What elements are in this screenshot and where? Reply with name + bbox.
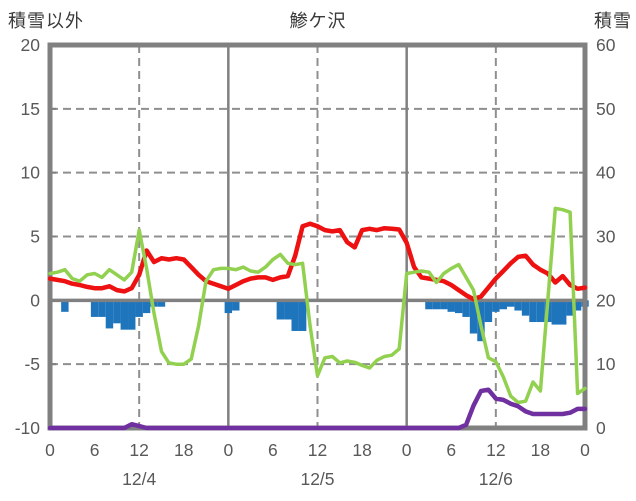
blue-precip-bars-bar [232, 300, 240, 311]
hour-tick-label: 18 [352, 440, 371, 460]
blue-precip-bars-bar [566, 300, 574, 316]
blue-precip-bars-bar [61, 300, 69, 312]
hour-tick-label: 12 [308, 440, 327, 460]
blue-precip-bars-bar [284, 300, 292, 320]
blue-precip-bars-bar [98, 300, 106, 317]
blue-precip-bars-bar [157, 300, 166, 307]
hour-tick-label: 6 [268, 440, 278, 460]
blue-precip-bars-bar [469, 300, 478, 334]
blue-precip-bars-bar [105, 300, 114, 329]
right-axis-tick-label: 50 [596, 99, 616, 119]
hour-tick-label: 0 [223, 440, 233, 460]
blue-precip-bars-bar [573, 300, 582, 311]
blue-precip-bars-bar [425, 300, 433, 310]
right-axis-tick-label: 60 [596, 35, 616, 55]
purple-snow-depth-line [47, 387, 588, 431]
hour-tick-label: 0 [45, 440, 55, 460]
blue-precip-bars-bar [454, 300, 463, 314]
date-label: 12/4 [122, 469, 156, 489]
left-axis-tick-label: 15 [21, 99, 40, 119]
blue-precip-bars-bar [551, 300, 559, 325]
blue-precip-bars-bar [462, 300, 470, 317]
left-axis-tick-label: 5 [30, 227, 40, 247]
blue-precip-bars-bar [298, 300, 307, 331]
left-axis-tick-label: 20 [21, 35, 41, 55]
left-axis-tick-label: 0 [30, 290, 40, 310]
hour-tick-label: 0 [402, 440, 412, 460]
hour-tick-label: 6 [446, 440, 456, 460]
blue-precip-bars-bar [135, 300, 143, 317]
blue-precip-bars-bar [276, 300, 285, 320]
blue-precip-bars-bar [521, 300, 530, 316]
blue-precip-bars-bar [514, 300, 522, 311]
blue-precip-bars-bar [499, 300, 507, 310]
blue-precip-bars-bar [113, 300, 121, 324]
green-line [48, 206, 587, 405]
left-axis-tick-label: -10 [15, 418, 41, 438]
right-axis-tick-label: 20 [596, 290, 616, 310]
blue-precip-bars-bar [128, 300, 136, 330]
precip-bars-group [61, 300, 589, 342]
blue-precip-bars-bar [536, 300, 545, 323]
right-axis-tick-label: 0 [596, 418, 606, 438]
left-axis-tick-label: 10 [21, 163, 41, 183]
blue-precip-bars-bar [447, 300, 455, 312]
blue-precip-bars-bar [90, 300, 99, 317]
blue-precip-bars-bar [558, 300, 567, 325]
blue-precip-bars-bar [440, 300, 448, 310]
left-axis-tick-label: -5 [24, 354, 40, 374]
blue-precip-bars-bar [484, 300, 493, 323]
blue-precip-bars-bar [492, 300, 500, 312]
right-axis-tick-label: 10 [596, 354, 616, 374]
hour-tick-label: 12 [129, 440, 148, 460]
date-label: 12/5 [300, 469, 334, 489]
blue-precip-bars-bar [120, 300, 129, 330]
hour-tick-label: 12 [486, 440, 505, 460]
hour-tick-label: 6 [90, 440, 100, 460]
right-axis-tick-label: 30 [596, 227, 616, 247]
blue-precip-bars-bar [142, 300, 151, 314]
left-axis-title: 積雪以外 [8, 11, 84, 31]
red-line [47, 221, 588, 302]
hour-tick-label: 0 [580, 440, 590, 460]
right-axis-tick-label: 40 [596, 163, 616, 183]
hour-tick-label: 18 [174, 440, 193, 460]
blue-precip-bars-bar [529, 300, 537, 323]
blue-precip-bars-bar [224, 300, 233, 314]
blue-precip-bars-bar [432, 300, 441, 310]
hour-tick-label: 18 [531, 440, 550, 460]
line-series-group [47, 206, 588, 431]
blue-precip-bars-bar [506, 300, 515, 307]
right-axis-title: 積雪 [594, 11, 632, 31]
blue-precip-bars-bar [291, 300, 299, 331]
date-label: 12/6 [479, 469, 513, 489]
chart-title: 鯵ケ沢 [289, 11, 347, 31]
